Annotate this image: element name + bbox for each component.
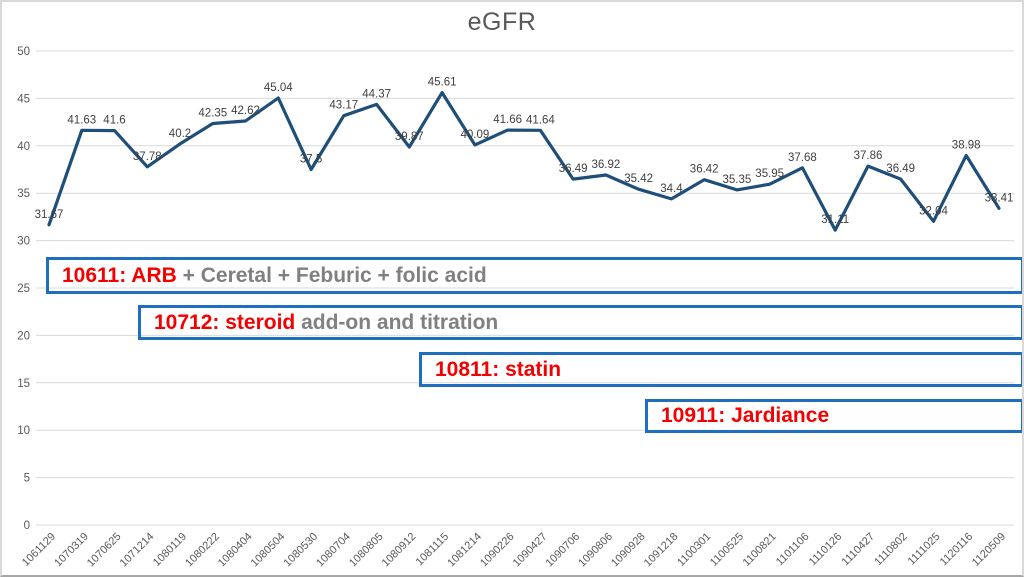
x-axis-tick-label: 1080912 (380, 531, 419, 570)
y-axis-tick-label: 40 (17, 141, 30, 153)
x-axis-tick-label: 1080222 (183, 531, 222, 570)
x-axis-tick-label: 1080504 (249, 531, 288, 570)
y-axis-tick-label: 45 (17, 93, 30, 105)
data-point-label: 41.66 (493, 114, 522, 126)
data-point-label: 35.42 (624, 173, 653, 185)
x-axis-tick-label: 1120116 (938, 531, 976, 569)
x-axis-tick-label: 1101106 (774, 531, 812, 569)
annotation-code-label: 10712: steroid (154, 310, 296, 334)
x-axis-tick-label: 1100301 (675, 531, 713, 569)
x-axis-tick-label: 1070319 (52, 531, 91, 570)
x-axis-tick-label: 1110126 (807, 531, 845, 569)
data-point-label: 41.63 (67, 114, 96, 126)
annotation-box: 10712: steroid add-on and titration (138, 305, 1022, 340)
data-point-label: 38.98 (952, 140, 981, 152)
data-point-label: 35.35 (723, 174, 752, 186)
data-point-label: 32.04 (919, 205, 948, 217)
annotation-box: 10911: Jardiance (645, 399, 1022, 433)
data-point-label: 42.62 (231, 105, 260, 117)
data-point-label: 40.09 (461, 129, 490, 141)
y-axis-tick-label: 25 (17, 283, 30, 295)
data-point-label: 36.42 (690, 164, 719, 176)
annotation-detail-label: add-on and titration (295, 310, 499, 334)
x-axis-tick-label: 1100821 (741, 531, 779, 569)
data-point-label: 44.37 (362, 88, 391, 100)
y-axis-tick-label: 20 (17, 330, 30, 342)
y-axis-tick-label: 15 (17, 378, 30, 390)
data-point-label: 37.86 (854, 150, 883, 162)
data-point-label: 36.92 (592, 159, 621, 171)
data-point-label: 45.61 (428, 77, 457, 89)
data-point-label: 40.2 (169, 128, 191, 140)
data-point-label: 35.95 (755, 168, 784, 180)
annotation-detail-label: + Ceretal + Feburic + folic acid (176, 263, 487, 287)
x-axis-tick-label: 1111025 (906, 531, 943, 568)
data-point-label: 31.11 (821, 214, 849, 226)
y-axis-tick-label: 0 (24, 520, 30, 532)
data-point-label: 41.6 (103, 115, 125, 127)
x-axis-tick-label: 1090226 (478, 531, 517, 570)
data-point-label: 36.49 (886, 163, 915, 175)
x-axis-tick-label: 1080404 (216, 531, 255, 570)
x-axis-tick-label: 1061129 (20, 531, 58, 569)
x-axis-tick-label: 1080530 (281, 531, 320, 570)
egfr-series-line (47, 90, 1001, 232)
x-axis-tick-label: 1090427 (511, 531, 550, 570)
data-point-label: 34.4 (660, 183, 683, 195)
x-axis-tick-label: 1090706 (543, 531, 582, 570)
data-point-label: 43.17 (329, 100, 358, 112)
x-axis-tick-label: 1120509 (970, 531, 1008, 569)
x-axis-tick-label: 1110802 (872, 531, 910, 569)
annotation-code-label: 10611: ARB (62, 263, 177, 287)
x-axis-tick-label: 1070625 (85, 531, 124, 570)
y-axis-tick-label: 35 (17, 188, 30, 200)
y-axis-tick-label: 5 (24, 473, 30, 485)
x-axis-tick-label: 1080704 (314, 531, 353, 570)
annotation-box: 10611: ARB + Ceretal + Feburic + folic a… (46, 257, 1022, 294)
data-point-label: 37.68 (788, 152, 817, 164)
x-axis-tick-label: 1071214 (118, 531, 157, 570)
data-point-label: 45.04 (264, 82, 293, 94)
x-axis-tick-label: 1091218 (642, 531, 681, 570)
y-axis-tick-label: 30 (17, 236, 30, 248)
x-axis-tick-label: 1080805 (347, 531, 386, 570)
data-point-label: 33.41 (985, 192, 1014, 204)
y-axis-tick-label: 50 (17, 46, 30, 58)
x-axis-tick-label: 1080119 (151, 531, 189, 569)
x-axis-tick-label: 1081214 (445, 531, 484, 570)
x-axis-tick-label: 1090806 (576, 531, 615, 570)
data-point-label: 31.67 (35, 209, 64, 221)
x-axis-tick-label: 1110427 (840, 531, 878, 569)
data-point-label: 37.5 (300, 154, 322, 166)
annotation-code-label: 10811: statin (435, 357, 562, 381)
data-point-label: 41.64 (526, 114, 555, 126)
annotation-box: 10811: statin (419, 352, 1022, 387)
y-axis-tick-label: 10 (17, 425, 30, 437)
data-point-label: 39.87 (395, 131, 424, 143)
annotation-code-label: 10911: Jardiance (661, 404, 830, 427)
x-axis-tick-label: 1100525 (708, 531, 746, 569)
chart-title: eGFR (467, 8, 537, 36)
x-axis-tick-label: 1090928 (609, 531, 648, 570)
data-point-label: 42.35 (198, 108, 227, 120)
data-point-label: 37.78 (133, 151, 162, 163)
data-point-label: 36.49 (559, 163, 588, 175)
